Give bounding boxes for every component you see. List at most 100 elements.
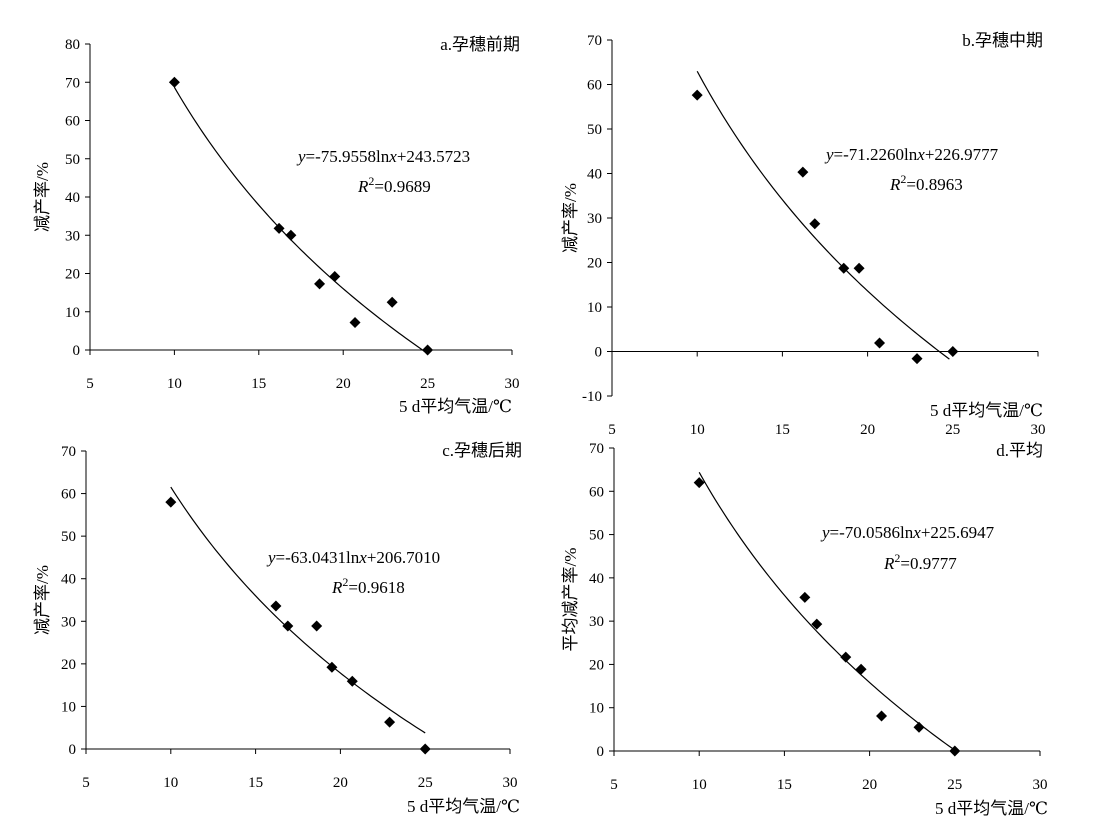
x-tick-label: 30	[505, 376, 520, 392]
y-tick-label: 40	[587, 167, 602, 183]
y-tick-label: 0	[73, 343, 81, 359]
data-point	[282, 620, 294, 632]
r-squared: R2=0.9618	[331, 575, 405, 597]
y-tick-label: 10	[61, 699, 76, 715]
data-point	[949, 745, 961, 757]
data-point	[384, 716, 396, 728]
data-point	[855, 663, 867, 675]
y-tick-label: 0	[595, 345, 603, 361]
panel-b: -10 0 10 20 30 40 50 60 70 5 10 15 20 25 30 b.孕穗中期 5 d平均…	[561, 31, 1046, 438]
x-tick-label: 20	[333, 775, 348, 791]
y-tick-label: 30	[61, 614, 76, 630]
y-tick-label: 60	[65, 114, 80, 130]
data-point	[270, 600, 282, 612]
data-point	[326, 661, 338, 673]
y-tick-label: 70	[587, 33, 602, 49]
y-tick-label: 0	[69, 742, 77, 758]
panel-title: d.平均	[996, 441, 1043, 460]
x-tick-label: 15	[248, 775, 263, 791]
data-point	[838, 262, 850, 274]
y-axis-label: 减产率/%	[561, 183, 580, 253]
fit-equation: y=-63.0431lnx+206.7010	[266, 548, 440, 567]
fit-equation: y=-70.0586lnx+225.6947	[820, 523, 995, 542]
data-point	[809, 218, 821, 230]
fit-curve	[696, 70, 950, 360]
y-tick-label: 0	[597, 744, 605, 760]
data-point	[346, 675, 358, 687]
data-point	[329, 271, 341, 283]
data-point	[693, 477, 705, 489]
x-axis-label: 5 d平均气温/℃	[399, 397, 512, 416]
x-tick-label: 15	[251, 376, 266, 392]
data-point	[419, 743, 431, 755]
y-tick-label: 60	[61, 487, 76, 503]
data-point	[947, 346, 959, 357]
y-tick-label: 70	[65, 75, 80, 91]
y-axis-label: 减产率/%	[33, 565, 52, 635]
y-tick-label: 50	[61, 529, 76, 545]
y-tick-label: -10	[582, 389, 602, 405]
data-point	[273, 222, 285, 234]
y-tick-label: 30	[589, 614, 604, 630]
data-point	[811, 618, 823, 630]
data-point	[797, 166, 809, 178]
y-tick-label: 40	[589, 571, 604, 587]
y-tick-label: 50	[587, 122, 602, 138]
panel-title: b.孕穗中期	[962, 31, 1043, 50]
r-squared: R2=0.8963	[889, 172, 963, 194]
y-axis-label: 平均减产率/%	[561, 548, 580, 652]
y-tick-label: 80	[65, 37, 80, 53]
x-tick-label: 10	[167, 376, 182, 392]
x-tick-label: 30	[1033, 777, 1048, 793]
data-point	[691, 89, 703, 101]
y-tick-label: 10	[589, 701, 604, 717]
x-tick-label: 15	[777, 777, 792, 793]
r-squared: R2=0.9777	[883, 551, 957, 573]
y-tick-label: 20	[65, 267, 80, 283]
y-tick-label: 40	[65, 190, 80, 206]
x-tick-label: 5	[86, 376, 94, 392]
y-tick-label: 60	[589, 484, 604, 500]
panel-a: 0 10 20 30 40 50 60 70 80 5 10 15 20 25 30 a.孕穗前期 5 d平均气…	[33, 35, 520, 416]
data-point	[911, 353, 923, 365]
x-tick-label: 10	[692, 777, 707, 793]
panel-title: c.孕穗后期	[442, 441, 522, 460]
x-axis-label: 5 d平均气温/℃	[935, 799, 1048, 818]
y-tick-label: 20	[589, 657, 604, 673]
data-point	[285, 229, 297, 241]
y-tick-label: 20	[587, 256, 602, 272]
x-tick-label: 30	[1031, 422, 1046, 438]
y-tick-label: 20	[61, 657, 76, 673]
data-point	[386, 296, 398, 308]
x-tick-label: 25	[420, 376, 435, 392]
fit-curve	[170, 486, 426, 734]
y-tick-label: 30	[65, 228, 80, 244]
data-point	[314, 278, 326, 290]
data-point	[799, 591, 811, 603]
x-tick-label: 10	[163, 775, 178, 791]
y-tick-label: 10	[587, 300, 602, 316]
x-axis-label: 5 d平均气温/℃	[407, 797, 520, 816]
x-tick-label: 25	[418, 775, 433, 791]
fit-curve	[173, 87, 428, 355]
data-point	[913, 721, 925, 733]
panel-c: 0 10 20 30 40 50 60 70 5 10 15 20 25 30 c.孕穗后期 5 d平均气温/…	[33, 441, 522, 816]
y-tick-label: 70	[589, 441, 604, 457]
x-tick-label: 10	[690, 422, 705, 438]
y-axis-label: 减产率/%	[33, 162, 52, 232]
fit-curve	[698, 472, 956, 751]
x-axis-label: 5 d平均气温/℃	[930, 401, 1043, 420]
x-tick-label: 20	[862, 777, 877, 793]
fit-equation: y=-75.9558lnx+243.5723	[296, 147, 470, 166]
data-point	[853, 262, 865, 274]
data-point	[422, 344, 434, 356]
y-tick-label: 50	[589, 528, 604, 544]
data-point	[168, 76, 180, 88]
y-tick-label: 60	[587, 78, 602, 94]
data-point	[840, 651, 852, 663]
r-squared: R2=0.9689	[357, 174, 431, 196]
fit-equation: y=-71.2260lnx+226.9777	[824, 145, 999, 164]
x-tick-label: 30	[503, 775, 518, 791]
y-tick-label: 70	[61, 444, 76, 460]
